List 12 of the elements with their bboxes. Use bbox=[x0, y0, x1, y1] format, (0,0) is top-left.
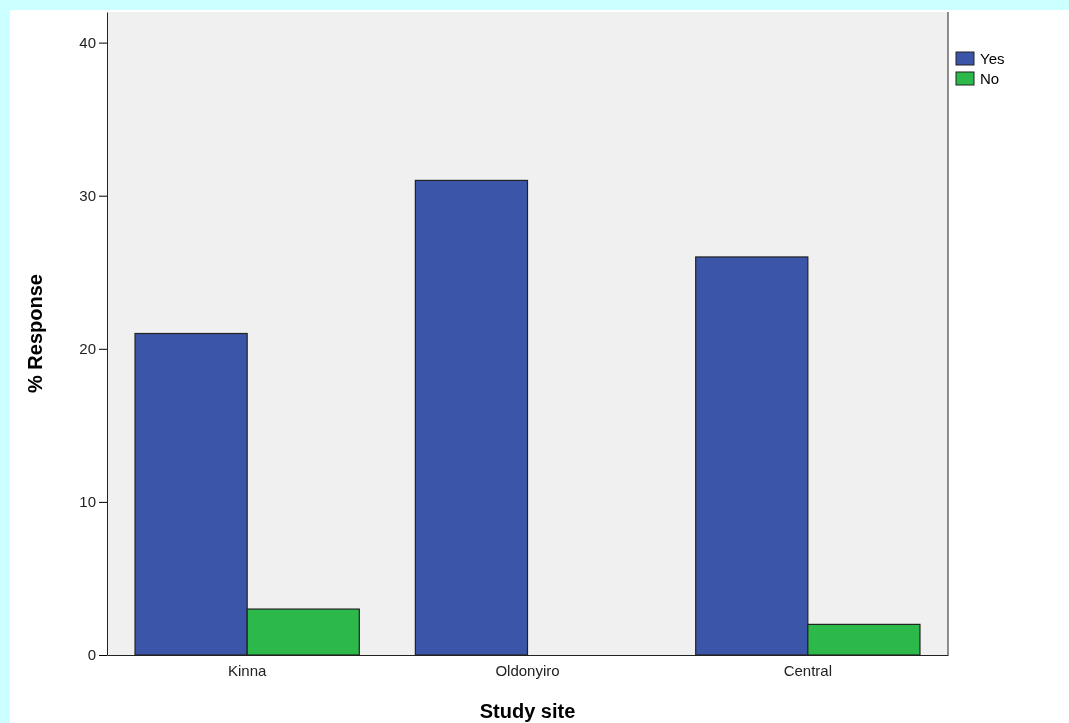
y-tick-label: 30 bbox=[79, 187, 96, 205]
y-tick-label: 40 bbox=[79, 33, 96, 51]
x-tick-label: Kinna bbox=[227, 662, 267, 679]
y-tick-label: 0 bbox=[87, 646, 96, 664]
x-tick-label: Oldonyiro bbox=[495, 662, 560, 679]
x-tick-label: Central bbox=[783, 662, 833, 679]
legend-label: No bbox=[980, 70, 1000, 87]
y-tick-label: 10 bbox=[79, 493, 96, 511]
x-axis-title: Study site bbox=[479, 700, 576, 722]
y-axis-title: % Response bbox=[24, 274, 46, 393]
legend-label: Yes bbox=[980, 50, 1005, 67]
y-tick-label: 20 bbox=[79, 340, 96, 358]
